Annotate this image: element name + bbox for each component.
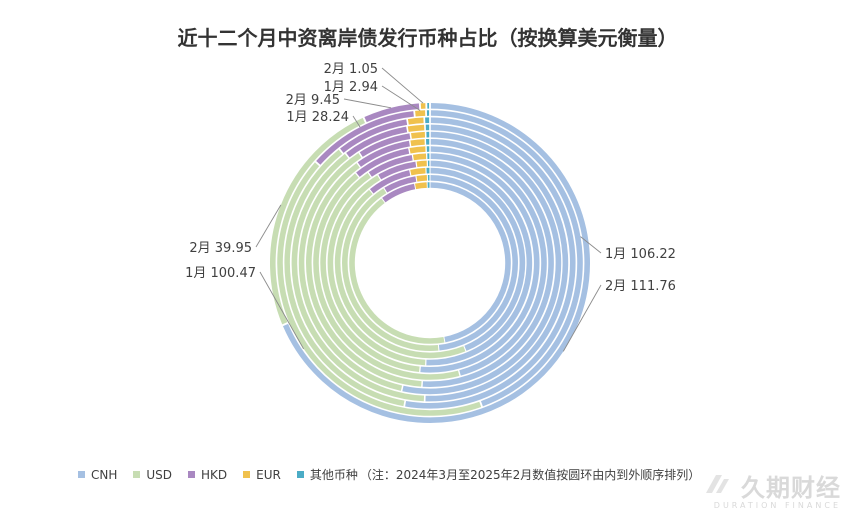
ring-12-usd-arc <box>270 117 366 325</box>
legend-item-usd: USD <box>133 468 172 482</box>
ring-10-eur-arc <box>407 117 424 125</box>
legend-item-hkd: HKD <box>188 468 227 482</box>
legend-label-hkd: HKD <box>201 467 228 482</box>
watermark-logo-icon <box>702 471 732 501</box>
annotation-leader-4 <box>352 115 361 128</box>
annotation-label-8: 2月 111.76 <box>605 279 676 294</box>
ring-4-hkd-arc <box>378 161 417 180</box>
ring-1-cnh-arc <box>430 182 511 343</box>
ring-9-cnh-arc <box>425 124 569 402</box>
ring-6-usd-arc <box>313 173 460 380</box>
ring-2-usd-arc <box>342 188 439 351</box>
annotation-leader-8 <box>562 284 602 352</box>
annotation-label-6: 1月 100.47 <box>185 266 256 281</box>
ring-10-hkd-arc <box>340 119 408 153</box>
chart-title: 近十二个月中资离岸债发行币种占比（按换算美元衡量） <box>177 26 678 50</box>
annotation-leaders <box>255 67 602 352</box>
ring-5-usd-arc <box>320 172 420 373</box>
legend-swatch-usd <box>133 471 141 478</box>
legend: CNH USD HKD EUR 其他币种 （注：2024年3月至2025年2月数… <box>78 466 700 483</box>
ring-7-hkd-arc <box>357 140 410 167</box>
annotation-leader-6 <box>259 271 304 350</box>
ring-2-cnh-arc <box>430 175 518 351</box>
ring-1-eur-arc <box>415 182 427 190</box>
ring-7-usd-arc <box>306 163 422 387</box>
annotation-leader-1 <box>381 67 424 104</box>
ring-8-cnh-arc <box>402 131 562 395</box>
legend-item-cnh: CNH <box>78 468 117 482</box>
ring-9-hkd-arc <box>346 126 408 158</box>
ring-2-hkd-arc <box>384 176 417 193</box>
ring-8-eur-arc <box>411 131 426 139</box>
ring-8-hkd-arc <box>359 133 411 157</box>
watermark-sub: DURATION FINANCE <box>713 501 841 510</box>
legend-swatch-hkd <box>188 471 196 478</box>
ring-11-cnh-arc <box>430 110 583 407</box>
annotation-leader-7 <box>580 236 602 254</box>
ring-8-usd-arc <box>298 153 403 391</box>
legend-label-usd: USD <box>146 467 173 482</box>
annotation-leader-5 <box>255 204 282 248</box>
ring-12-hkd-arc <box>364 103 420 123</box>
ring-1-hkd-arc <box>382 183 416 203</box>
ring-4-cnh-arc <box>426 160 533 366</box>
ring-11-hkd-arc <box>316 111 414 165</box>
ring-12-cnh-arc <box>282 103 590 423</box>
ring-9-eur-arc <box>407 124 425 132</box>
legend-swatch-cnh <box>78 471 85 478</box>
ring-4-eur-arc <box>416 160 427 168</box>
ring-5-cnh-arc <box>420 153 540 373</box>
ring-9-usd-arc <box>291 153 425 402</box>
ring-3-hkd-arc <box>369 170 411 194</box>
annotation-label-4: 1月 28.24 <box>286 110 349 125</box>
ring-3-usd-arc <box>334 189 466 359</box>
ring-7-cnh-arc <box>422 139 554 387</box>
ring-10-cnh-arc <box>405 117 576 409</box>
ring-6-cnh-arc <box>430 146 547 376</box>
annotation-label-2: 1月 2.94 <box>324 80 378 95</box>
legend-label-eur: EUR <box>256 467 281 482</box>
legend-item-other: 其他币种 <box>296 466 358 483</box>
watermark: 久期财经 DURATION FINANCE <box>702 468 841 510</box>
annotation-label-5: 2月 39.95 <box>189 241 252 256</box>
legend-swatch-other <box>296 471 304 478</box>
annotation-label-3: 2月 9.45 <box>286 93 340 108</box>
ring-1-usd-arc <box>349 198 445 344</box>
ring-3-eur-arc <box>410 167 426 176</box>
chart-rings <box>270 103 590 423</box>
ring-6-eur-arc <box>409 146 426 154</box>
ring-11-usd-arc <box>277 162 482 416</box>
annotation-leader-2 <box>381 85 421 111</box>
ring-3-cnh-arc <box>430 167 526 351</box>
annotation-leader-3 <box>343 98 392 109</box>
ring-2-eur-arc <box>416 175 428 182</box>
annotation-label-1: 2月 1.05 <box>324 62 378 77</box>
legend-note: （注：2024年3月至2025年2月数值按圆环由内到外顺序排列） <box>359 468 701 482</box>
watermark-name: 久期财经 <box>741 474 841 502</box>
ring-10-usd-arc <box>284 149 405 407</box>
ring-5-eur-arc <box>412 153 427 161</box>
ring-5-hkd-arc <box>368 154 413 177</box>
legend-label-cnh: CNH <box>91 467 118 482</box>
ring-4-usd-arc <box>327 175 426 366</box>
ring-11-eur-arc <box>415 110 426 117</box>
legend-label-other: 其他币种 <box>309 468 358 482</box>
ring-6-hkd-arc <box>356 148 410 177</box>
legend-item-eur: EUR <box>243 468 281 482</box>
legend-swatch-eur <box>243 471 251 478</box>
annotation-label-7: 1月 106.22 <box>605 247 676 262</box>
ring-7-eur-arc <box>410 139 425 147</box>
